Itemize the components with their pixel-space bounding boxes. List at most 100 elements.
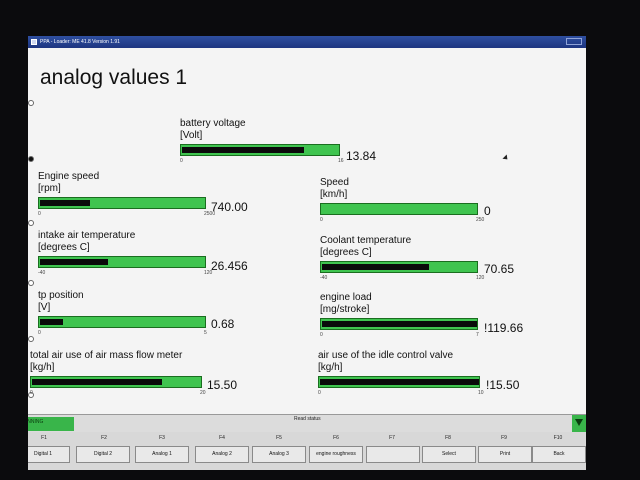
measure-label: tp position — [38, 290, 84, 301]
engine-roughness-button[interactable]: engine roughness — [309, 446, 363, 463]
measure-battery-voltage: battery voltage [Volt] 13.84 0 16 — [180, 118, 376, 166]
fkey-label: F10 — [553, 435, 563, 441]
value-bar: !119.66 — [320, 318, 523, 335]
bar-fill — [320, 379, 479, 385]
scale-max: 20 — [200, 390, 206, 396]
running-indicator: RUNNING — [28, 417, 74, 431]
side-marker — [28, 336, 34, 342]
measure-value: !119.66 — [484, 321, 524, 335]
measure-label: battery voltage — [180, 118, 246, 129]
scale-max: 5 — [204, 330, 207, 336]
back-button[interactable]: Back — [532, 446, 586, 463]
read-status-label: Read status — [294, 416, 321, 422]
analog-2-button[interactable]: Analog 2 — [195, 446, 249, 463]
measure-value: 0 — [484, 204, 491, 218]
measure-unit: [mg/stroke] — [320, 304, 370, 315]
bar-scale: -40 120 — [320, 275, 484, 283]
side-marker — [28, 100, 34, 106]
value-bar: !15.50 — [318, 376, 519, 392]
window-controls[interactable] — [566, 38, 582, 45]
scale-min: 0 — [38, 330, 41, 336]
value-bar: 13.84 — [180, 144, 376, 163]
title-bar: PPA - Loader: ME 41.8 Version 1.91 — [28, 36, 586, 48]
bar-fill — [182, 147, 304, 153]
measure-idle-control-valve: air use of the idle control valve [kg/h]… — [318, 350, 519, 398]
measure-unit: [V] — [38, 302, 51, 313]
value-bar: 0 — [320, 203, 491, 218]
fkey-label: F9 — [501, 435, 507, 441]
measure-label: Coolant temperature — [320, 235, 412, 246]
measure-value: 15.50 — [207, 378, 238, 392]
status-bar: RUNNING Read status — [28, 414, 586, 433]
measure-value: 740.00 — [211, 200, 248, 214]
fkey-label: F5 — [276, 435, 282, 441]
measure-label: intake air temperature — [38, 230, 136, 241]
value-bar: 26.456 — [38, 256, 248, 273]
measure-unit: [Volt] — [180, 130, 203, 141]
digital-1-button[interactable]: Digital 1 — [28, 446, 70, 463]
bar-track — [318, 376, 480, 388]
analog-3-button[interactable]: Analog 3 — [252, 446, 306, 463]
side-marker — [28, 392, 34, 398]
measure-unit: [kg/h] — [30, 362, 55, 373]
scale-max: 250 — [476, 217, 485, 223]
fkey-label: F7 — [389, 435, 395, 441]
measure-engine-speed: Engine speed [rpm] 740.00 0 2500 — [38, 171, 248, 219]
measure-engine-load: engine load [mg/stroke] !119.66 0 7 — [320, 292, 523, 340]
scale-min: 0 — [30, 390, 33, 396]
measure-value: 70.65 — [484, 262, 515, 276]
function-key-bar: F1 F2 F3 F4 F5 F6 F7 F8 F9 F10 Digital 1… — [28, 432, 586, 470]
f7-button[interactable] — [366, 446, 420, 463]
main-content: analog values 1 battery voltage [Volt] 1… — [28, 48, 586, 414]
fkey-label: F4 — [219, 435, 225, 441]
measure-label: air use of the idle control valve — [318, 350, 454, 361]
scale-min: 0 — [320, 332, 323, 338]
measure-coolant-temperature: Coolant temperature [degrees C] 70.65 -4… — [320, 235, 514, 283]
side-marker — [28, 220, 34, 226]
print-button[interactable]: Print — [478, 446, 532, 463]
mouse-pointer-icon — [502, 154, 510, 162]
app-icon — [31, 39, 37, 45]
bar-fill — [322, 264, 429, 270]
bar-scale: 0 250 — [320, 217, 484, 225]
analog-1-button[interactable]: Analog 1 — [135, 446, 189, 463]
bar-track — [30, 376, 202, 388]
scroll-down-button[interactable] — [572, 415, 586, 433]
select-button[interactable]: Select — [422, 446, 476, 463]
digital-2-button[interactable]: Digital 2 — [76, 446, 130, 463]
scale-max: 16 — [338, 158, 344, 164]
bar-track — [320, 318, 478, 330]
measure-value: 13.84 — [346, 149, 377, 163]
scale-min: -40 — [38, 270, 46, 276]
fkey-label: F1 — [41, 435, 47, 441]
measure-value: 0.68 — [211, 317, 235, 331]
fkey-label: F6 — [333, 435, 339, 441]
bar-fill — [32, 379, 162, 385]
scale-min: 0 — [38, 211, 41, 217]
scale-max: 10 — [478, 390, 484, 396]
bar-track — [38, 197, 206, 209]
bar-track — [320, 203, 478, 215]
bar-scale: 0 20 — [30, 390, 206, 398]
scale-min: -40 — [320, 275, 328, 281]
measure-speed: Speed [km/h] 0 0 250 — [320, 177, 491, 225]
page-title: analog values 1 — [40, 66, 188, 89]
bar-fill — [40, 200, 90, 206]
measure-unit: [rpm] — [38, 183, 61, 194]
side-marker — [28, 280, 34, 286]
bar-scale: -40 120 — [38, 270, 212, 278]
side-marker — [28, 156, 34, 162]
bar-scale: 0 7 — [320, 332, 479, 340]
bar-scale: 0 16 — [180, 158, 344, 166]
measure-unit: [degrees C] — [320, 247, 372, 258]
measure-label: engine load — [320, 292, 372, 303]
scale-min: 0 — [180, 158, 183, 164]
fkey-label: F8 — [445, 435, 451, 441]
scale-max: 2500 — [204, 211, 216, 217]
bar-scale: 0 10 — [318, 390, 484, 398]
window-title: PPA - Loader: ME 41.8 Version 1.91 — [40, 39, 120, 45]
scale-max: 7 — [476, 332, 479, 338]
scale-min: 0 — [318, 390, 321, 396]
arrow-down-icon — [575, 419, 583, 426]
measure-label: Engine speed — [38, 171, 100, 182]
